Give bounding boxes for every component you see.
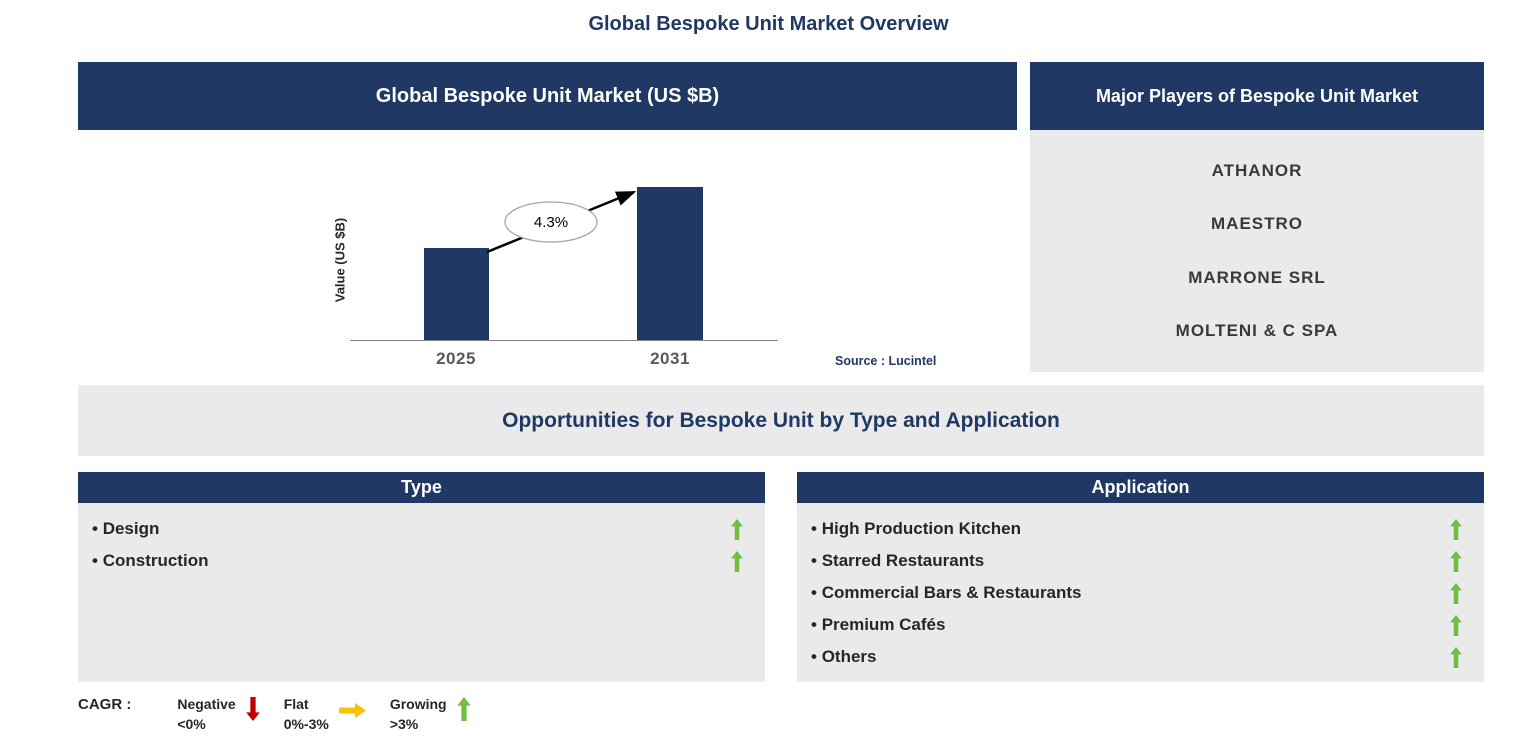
application-item-label: Premium Cafés <box>811 615 946 635</box>
list-item: Premium Cafés <box>797 609 1484 641</box>
right-arrow-icon <box>338 703 366 718</box>
type-item-label: Construction <box>92 551 209 571</box>
list-item: High Production Kitchen <box>797 513 1484 545</box>
list-item: Starred Restaurants <box>797 545 1484 577</box>
player-name: MARRONE SRL <box>1188 267 1326 287</box>
up-arrow-icon <box>1450 614 1462 636</box>
source-note: Source : Lucintel <box>835 354 937 368</box>
market-chart-header: Global Bespoke Unit Market (US $B) <box>78 62 1017 130</box>
legend-item-flat: Flat 0%-3% <box>284 695 366 734</box>
market-chart-panel: Global Bespoke Unit Market (US $B) Value… <box>78 62 1017 378</box>
player-name: MOLTENI & C SPA <box>1175 321 1339 341</box>
up-arrow-icon <box>1450 550 1462 572</box>
application-item-label: Starred Restaurants <box>811 551 985 571</box>
bar-2025 <box>424 248 489 341</box>
x-tick-2031: 2031 <box>650 349 690 368</box>
x-axis <box>350 340 778 341</box>
up-arrow-icon <box>1450 518 1462 540</box>
y-axis-label: Value (US $B) <box>332 217 348 303</box>
up-arrow-icon <box>1450 646 1462 668</box>
x-tick-2025: 2025 <box>436 349 476 368</box>
type-panel: Type Design Construction <box>78 472 765 682</box>
cagr-value: 4.3% <box>534 214 568 231</box>
list-item: Design <box>78 513 765 545</box>
list-item: Others <box>797 641 1484 673</box>
cagr-legend: CAGR : Negative <0% Flat 0%-3% Growing >… <box>78 695 495 734</box>
player-name: ATHANOR <box>1211 160 1303 180</box>
up-arrow-icon <box>456 697 471 721</box>
legend-range: >3% <box>389 715 419 732</box>
cagr-ellipse <box>504 201 598 243</box>
major-players-header: Major Players of Bespoke Unit Market <box>1030 62 1484 130</box>
opportunities-title: Opportunities for Bespoke Unit by Type a… <box>502 408 1060 432</box>
bar-chart: Value (US $B) 2025 2031 4.3% Source : Lu… <box>78 130 1017 378</box>
major-players-panel: Major Players of Bespoke Unit Market ATH… <box>1030 62 1484 372</box>
application-panel: Application High Production Kitchen Star… <box>797 472 1484 682</box>
legend-range: 0%-3% <box>283 715 329 732</box>
legend-range: <0% <box>177 715 206 732</box>
bar-2031 <box>637 186 703 341</box>
application-header: Application <box>797 472 1484 503</box>
list-item: Construction <box>78 545 765 577</box>
application-item-label: High Production Kitchen <box>811 519 1021 539</box>
growth-arrow <box>486 190 637 254</box>
legend-label: Flat <box>283 696 309 712</box>
page-title: Global Bespoke Unit Market Overview <box>588 13 949 35</box>
list-item: Commercial Bars & Restaurants <box>797 577 1484 609</box>
major-players-list: ATHANOR MAESTRO MARRONE SRL MOLTENI & C … <box>1030 130 1484 372</box>
opportunities-band: Opportunities for Bespoke Unit by Type a… <box>78 385 1484 456</box>
legend-label: Growing <box>389 696 447 712</box>
legend-item-negative: Negative <0% <box>177 695 260 734</box>
up-arrow-icon <box>731 550 743 572</box>
type-header: Type <box>78 472 765 503</box>
application-list: High Production Kitchen Starred Restaura… <box>797 503 1484 682</box>
legend-label: Negative <box>177 696 236 712</box>
player-name: MAESTRO <box>1211 214 1303 234</box>
application-item-label: Commercial Bars & Restaurants <box>811 583 1082 603</box>
application-item-label: Others <box>811 647 877 667</box>
up-arrow-icon <box>731 518 743 540</box>
legend-item-growing: Growing >3% <box>390 695 471 734</box>
type-list: Design Construction <box>78 503 765 682</box>
up-arrow-icon <box>1450 582 1462 604</box>
legend-title: CAGR : <box>78 696 132 713</box>
type-item-label: Design <box>92 519 160 539</box>
down-arrow-icon <box>245 697 260 721</box>
